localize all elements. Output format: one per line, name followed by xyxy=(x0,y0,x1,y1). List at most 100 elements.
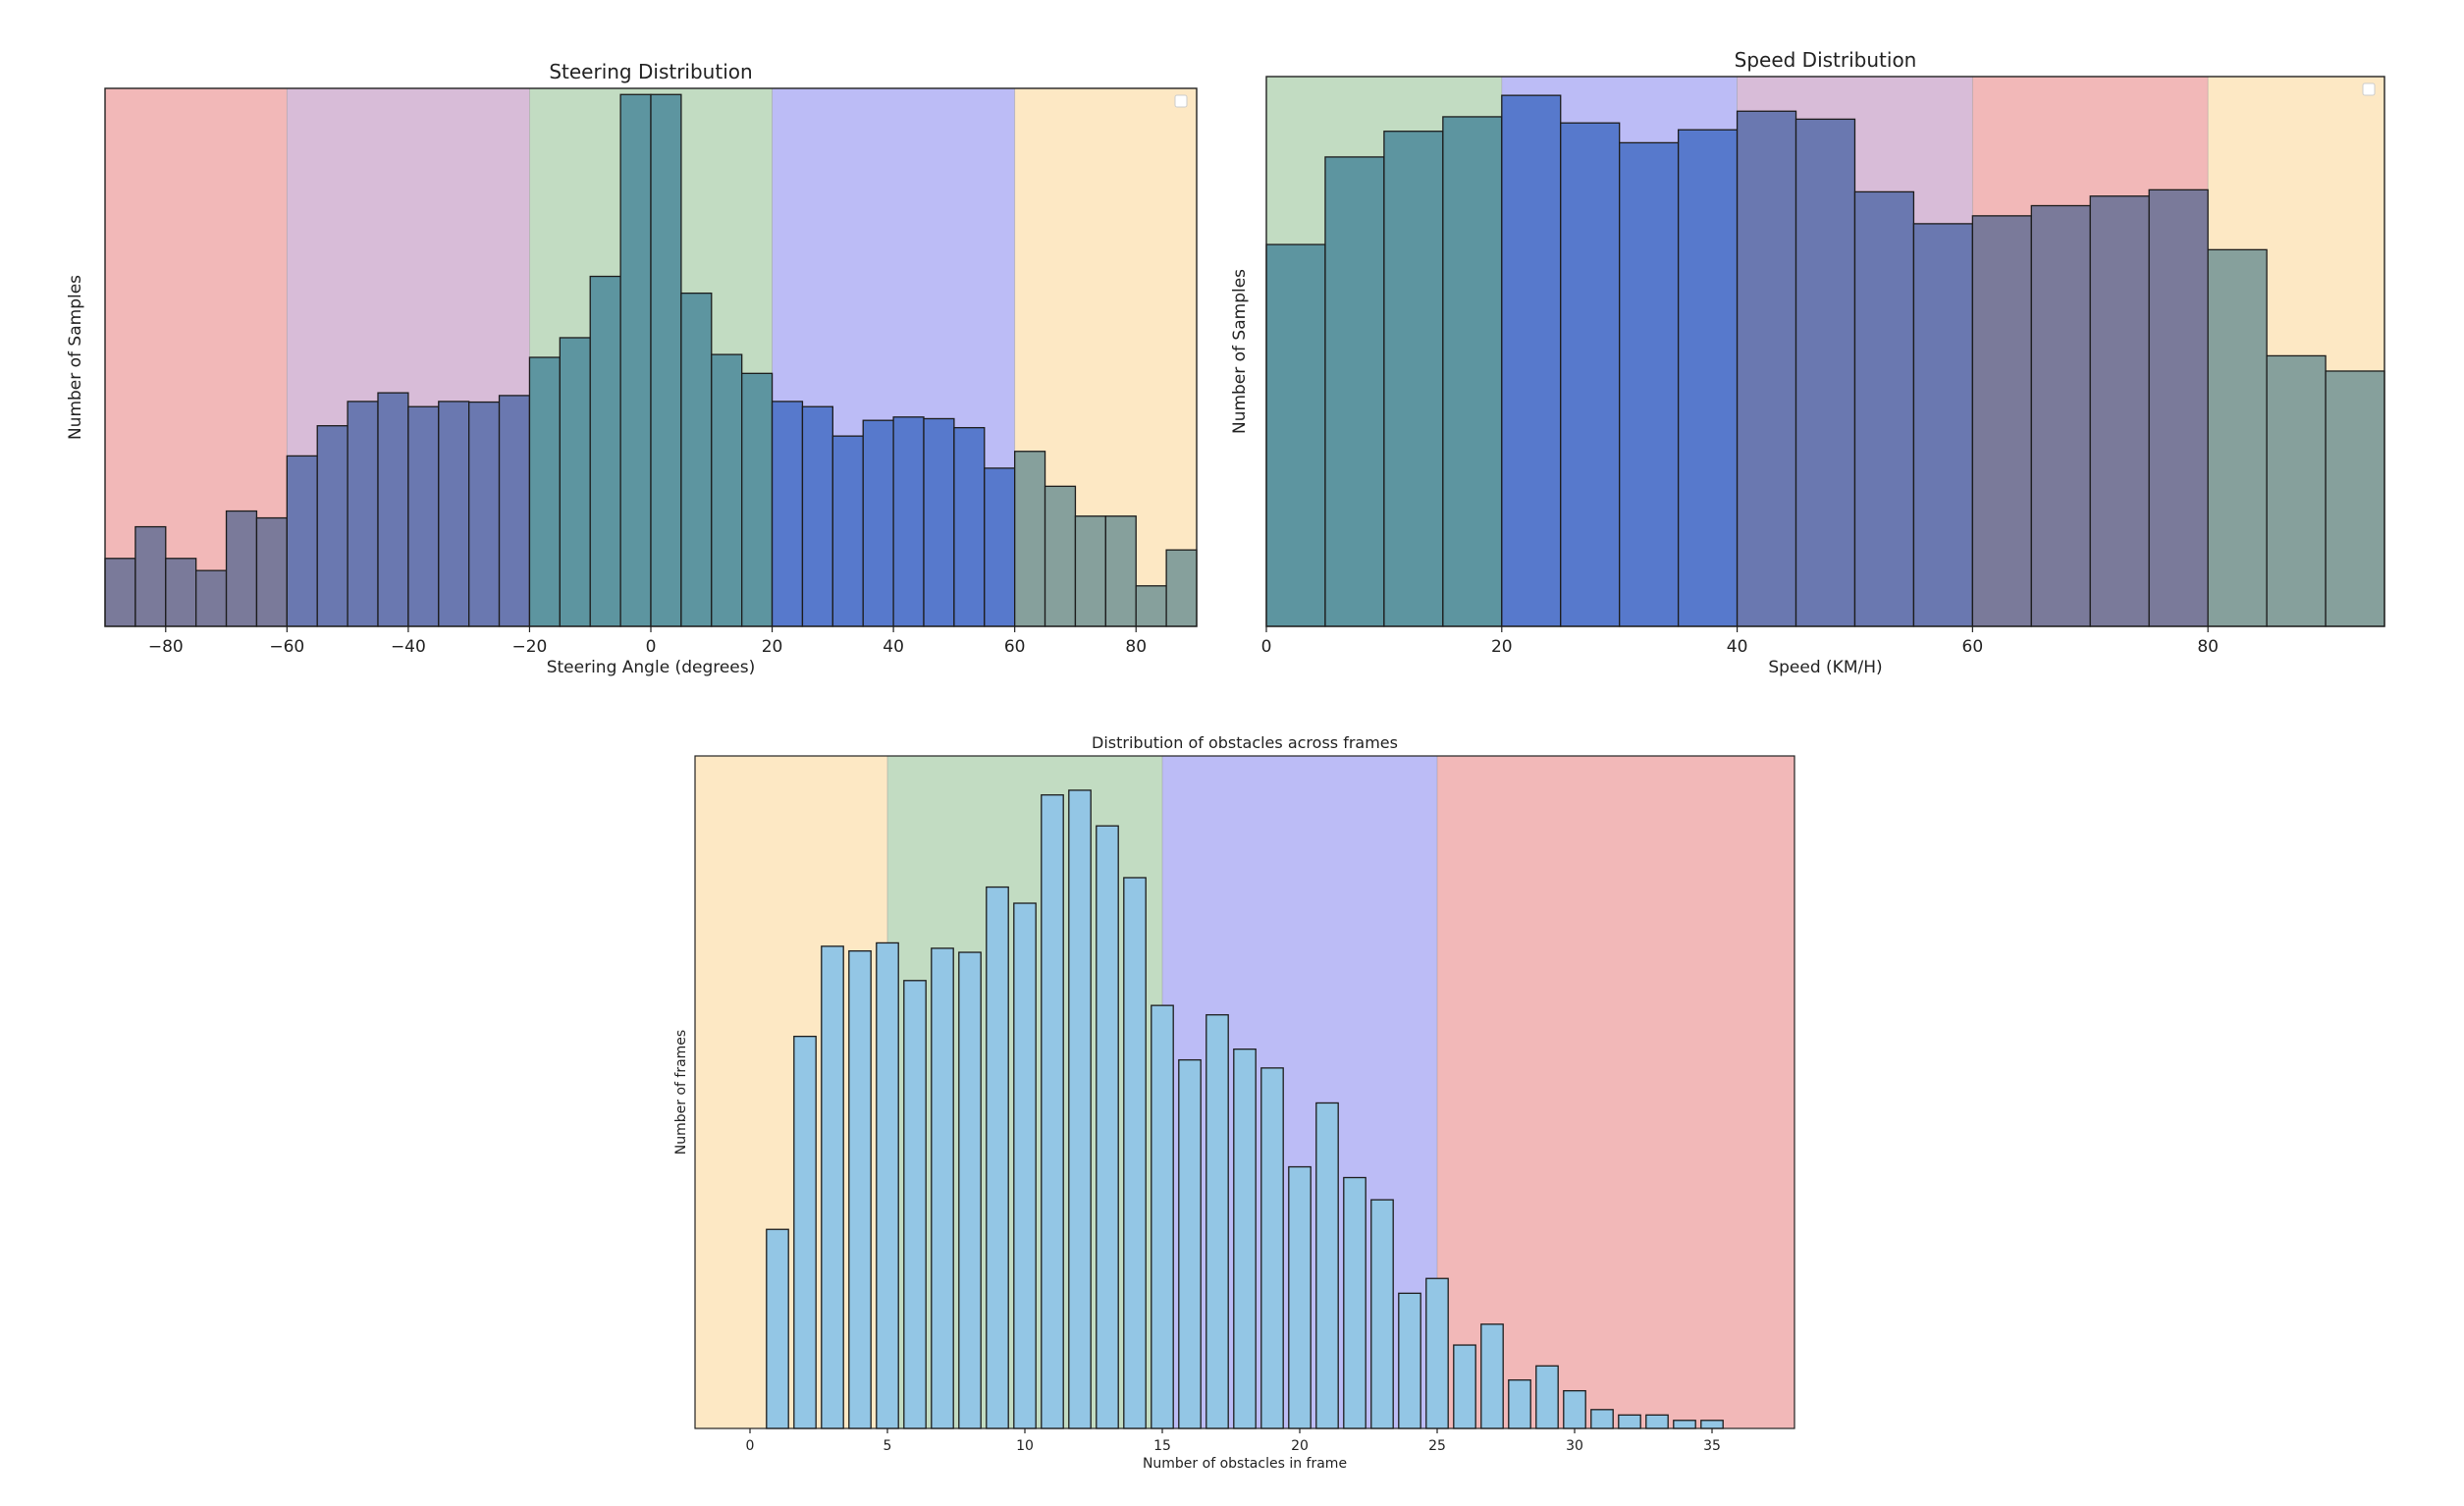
steering-bar-23 xyxy=(801,405,833,627)
speed-legend-box xyxy=(2362,82,2376,96)
speed-bar-18 xyxy=(2325,370,2385,627)
steering-x-tick-label: 80 xyxy=(1125,637,1147,657)
obstacles-bar-30 xyxy=(1590,1409,1614,1429)
obstacles-bar-4 xyxy=(876,941,899,1429)
steering-bar-18 xyxy=(650,93,682,627)
steering-bar-31 xyxy=(1044,485,1077,627)
obstacles-bar-20 xyxy=(1315,1102,1339,1429)
steering-bar-33 xyxy=(1104,515,1137,627)
steering-bar-17 xyxy=(619,93,652,627)
speed-x-tick-label: 0 xyxy=(1261,637,1272,657)
steering-bar-3 xyxy=(195,569,228,627)
obstacles-x-tick-label: 35 xyxy=(1703,1438,1721,1454)
obstacles-bar-14 xyxy=(1151,1004,1174,1429)
obstacles-bar-3 xyxy=(848,950,872,1429)
obstacles-x-tick-label: 5 xyxy=(884,1438,892,1454)
speed-x-tick-label: 20 xyxy=(1491,637,1513,657)
steering-bar-6 xyxy=(286,455,318,627)
obstacles-chart: 0 5 10 15 20 25 30 35 Distribution of obstacles… xyxy=(673,733,1795,1472)
speed-bar-12 xyxy=(1971,215,2032,627)
speed-bars xyxy=(1265,94,2385,627)
obstacles-y-axis-label: Number of frames xyxy=(673,1030,689,1155)
steering-y-axis-label: Number of Samples xyxy=(66,275,85,440)
obstacles-x-tick-label: 15 xyxy=(1153,1438,1171,1454)
steering-bar-13 xyxy=(498,395,531,627)
obstacles-bar-22 xyxy=(1370,1199,1394,1429)
speed-bar-11 xyxy=(1912,223,1974,627)
obstacles-bar-5 xyxy=(903,980,927,1429)
speed-bar-4 xyxy=(1501,94,1562,627)
steering-bar-32 xyxy=(1074,515,1106,627)
steering-x-ticks: −80 −60 −40 −20 0 20 40 60 80 xyxy=(148,626,1147,657)
obstacles-bar-29 xyxy=(1563,1389,1586,1429)
obstacles-bar-18 xyxy=(1260,1067,1284,1429)
steering-x-tick-label: −20 xyxy=(511,637,547,657)
steering-bar-24 xyxy=(831,435,864,627)
obstacles-bar-21 xyxy=(1343,1176,1366,1429)
steering-bar-1 xyxy=(134,525,167,627)
region-band-3 xyxy=(1437,756,1794,1428)
steering-x-tick-label: 60 xyxy=(1004,637,1026,657)
obstacles-x-tick-label: 20 xyxy=(1291,1438,1309,1454)
obstacles-bar-32 xyxy=(1645,1414,1669,1429)
speed-bar-17 xyxy=(2266,354,2327,627)
steering-bar-19 xyxy=(680,292,713,627)
steering-bar-9 xyxy=(377,392,409,627)
steering-bar-10 xyxy=(407,405,440,627)
steering-bar-7 xyxy=(316,425,348,627)
steering-bar-5 xyxy=(255,516,288,627)
obstacles-bar-26 xyxy=(1480,1323,1504,1429)
steering-bar-27 xyxy=(923,417,955,627)
steering-bar-34 xyxy=(1135,585,1167,627)
speed-bar-7 xyxy=(1677,129,1739,627)
steering-bar-16 xyxy=(589,275,621,627)
steering-bar-26 xyxy=(892,416,925,627)
steering-bars xyxy=(104,93,1198,627)
obstacles-x-axis-label: Number of obstacles in frame xyxy=(1143,1456,1347,1472)
speed-bar-6 xyxy=(1619,141,1680,627)
obstacles-bar-0 xyxy=(766,1228,789,1429)
speed-bar-1 xyxy=(1324,156,1385,627)
obstacles-bar-9 xyxy=(1013,902,1037,1429)
speed-x-ticks: 0 20 40 60 80 xyxy=(1261,626,2219,657)
obstacles-bar-11 xyxy=(1068,789,1092,1429)
speed-x-tick-label: 40 xyxy=(1727,637,1748,657)
speed-chart-title: Speed Distribution xyxy=(1735,48,1917,72)
speed-x-tick-label: 80 xyxy=(2197,637,2219,657)
speed-bar-9 xyxy=(1794,118,1856,627)
steering-x-tick-label: 0 xyxy=(646,637,657,657)
steering-bar-35 xyxy=(1165,549,1198,627)
steering-x-tick-label: −60 xyxy=(269,637,304,657)
speed-x-tick-label: 60 xyxy=(1962,637,1984,657)
obstacles-bar-25 xyxy=(1453,1344,1476,1429)
obstacles-x-tick-label: 30 xyxy=(1566,1438,1583,1454)
steering-x-tick-label: −40 xyxy=(391,637,426,657)
steering-bar-21 xyxy=(741,372,774,627)
obstacles-chart-title: Distribution of obstacles across frames xyxy=(1092,733,1398,752)
steering-x-axis-label: Steering Angle (degrees) xyxy=(547,658,756,677)
speed-chart: 0 20 40 60 80 Speed Distribution Speed (KM/H… xyxy=(1230,48,2385,677)
obstacles-bar-24 xyxy=(1425,1277,1449,1429)
steering-x-tick-label: 20 xyxy=(762,637,783,657)
steering-bar-14 xyxy=(528,356,561,627)
obstacles-bar-28 xyxy=(1535,1365,1559,1429)
speed-bar-15 xyxy=(2148,188,2209,627)
obstacles-bar-13 xyxy=(1123,877,1147,1429)
speed-bar-3 xyxy=(1442,116,1503,627)
steering-bar-25 xyxy=(862,419,894,627)
obstacles-bar-16 xyxy=(1205,1014,1229,1429)
speed-bar-10 xyxy=(1853,190,1915,627)
obstacles-x-tick-label: 25 xyxy=(1428,1438,1446,1454)
speed-bar-8 xyxy=(1736,110,1797,627)
steering-bar-15 xyxy=(559,337,591,627)
obstacles-bar-6 xyxy=(931,947,954,1429)
speed-plot-frame xyxy=(1265,76,2385,627)
obstacles-bar-2 xyxy=(821,945,844,1429)
obstacles-bar-23 xyxy=(1398,1292,1421,1429)
obstacles-x-tick-label: 0 xyxy=(746,1438,755,1454)
steering-bar-8 xyxy=(347,401,379,627)
steering-bar-12 xyxy=(468,401,501,627)
speed-x-axis-label: Speed (KM/H) xyxy=(1768,658,1882,677)
obstacles-x-ticks: 0 5 10 15 20 25 30 35 xyxy=(746,1428,1721,1454)
